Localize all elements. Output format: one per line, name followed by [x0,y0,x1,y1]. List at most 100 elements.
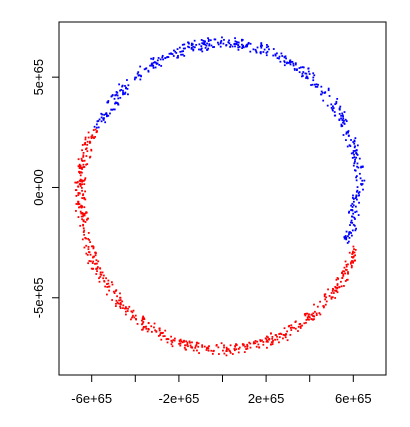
point [141,319,143,322]
point [332,292,335,294]
point [179,50,182,53]
point [75,210,77,212]
point [84,221,87,223]
point [81,215,84,218]
point [312,76,315,79]
point [355,227,357,230]
point [242,44,245,47]
point [137,74,140,77]
point [115,302,117,305]
point [168,52,171,55]
point [354,169,357,172]
point [330,106,333,109]
point [306,77,309,80]
point [201,344,204,347]
point [215,344,218,347]
point [286,330,288,333]
point [124,85,126,87]
point [100,273,103,276]
point [184,344,187,347]
point [307,67,310,70]
point [151,62,153,65]
point [334,289,336,292]
point [265,46,268,49]
point [102,117,105,120]
point [320,85,323,88]
point [112,290,115,293]
point [348,236,351,239]
point [152,66,155,69]
point [136,72,139,75]
point [142,321,145,323]
point [210,349,213,352]
point [105,113,108,116]
point [191,341,193,344]
point [265,335,268,338]
point [77,192,80,194]
point [354,254,356,257]
point [225,348,228,351]
point [160,338,163,341]
point [92,247,95,250]
point [216,41,219,44]
point [82,166,85,169]
point [86,163,89,166]
point [116,94,119,97]
point [105,112,108,115]
point [137,71,140,74]
point [118,299,121,302]
point [102,277,105,280]
point [200,39,203,41]
point [205,44,208,47]
point [301,66,304,69]
point [303,322,306,325]
point [259,45,262,48]
point [86,140,89,143]
point [86,150,89,153]
point [302,66,305,69]
point [356,162,359,165]
point [139,74,142,77]
point [84,178,86,181]
point [299,327,302,329]
point [294,63,297,66]
point [119,301,122,304]
point [85,252,88,255]
point [254,340,257,342]
point [354,137,357,140]
point [358,172,361,175]
point [209,39,212,42]
point [357,192,360,194]
point [190,44,193,47]
point [133,78,136,81]
point [363,179,366,182]
point [278,55,281,58]
point [187,41,189,44]
point [332,287,334,290]
point [355,196,358,199]
point [95,259,98,262]
point [265,54,268,57]
point [244,345,246,348]
point [94,254,97,257]
point [116,301,119,304]
point [235,42,238,45]
point [276,57,279,59]
point [124,307,126,310]
point [130,310,133,313]
point [78,183,81,186]
point [195,344,198,346]
point [325,296,328,299]
point [246,343,249,346]
point [249,42,252,45]
point [74,189,77,191]
point [187,345,189,348]
point [252,48,255,51]
point [101,271,104,274]
point [163,335,166,338]
point [351,260,353,262]
point [83,233,86,236]
point [81,238,84,241]
point [105,277,108,280]
point [343,270,346,273]
